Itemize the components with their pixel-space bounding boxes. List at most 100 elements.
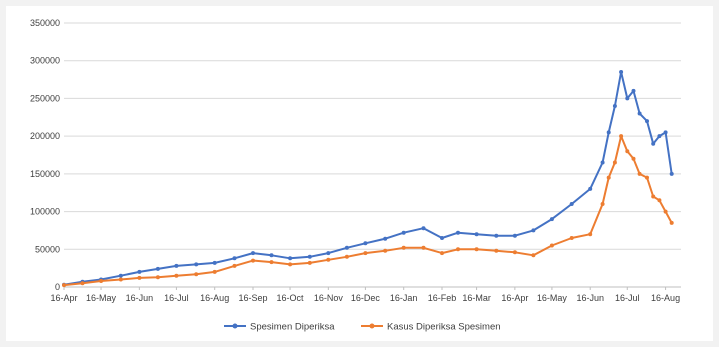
data-point (440, 251, 444, 256)
data-point (531, 228, 536, 233)
y-tick-label: 100000 (30, 207, 60, 217)
data-point (474, 247, 479, 252)
data-point (619, 70, 624, 74)
data-point (606, 175, 611, 180)
data-point (326, 257, 331, 262)
data-point (619, 134, 624, 139)
data-point (549, 217, 554, 222)
data-point (512, 233, 517, 238)
data-point (625, 96, 630, 101)
data-point (174, 263, 179, 268)
data-point (363, 241, 368, 246)
data-point (600, 160, 605, 165)
data-point (118, 273, 123, 278)
x-tick-label: 16-Sep (238, 293, 267, 303)
data-point (512, 250, 517, 255)
x-tick-label: 16-Mar (462, 293, 491, 303)
data-point (657, 134, 662, 139)
data-point (288, 262, 293, 267)
data-point (669, 220, 674, 225)
data-point (401, 230, 406, 235)
data-point (174, 273, 179, 278)
data-point (212, 269, 217, 274)
x-tick-label: 16-Apr (501, 293, 528, 303)
y-tick-label: 200000 (30, 131, 60, 141)
x-tick-label: 16-May (537, 293, 568, 303)
data-point (606, 130, 611, 135)
x-tick-label: 16-Jul (164, 293, 189, 303)
data-point (383, 248, 388, 253)
x-tick-label: 16-Apr (50, 293, 77, 303)
data-point (80, 281, 85, 286)
data-point (588, 186, 593, 191)
data-point (137, 275, 142, 280)
data-point (474, 232, 479, 237)
data-point (651, 194, 656, 199)
data-point (494, 233, 499, 238)
data-point (494, 248, 499, 253)
data-point (549, 243, 554, 248)
data-point (651, 141, 656, 146)
data-point (663, 209, 668, 214)
data-point (401, 245, 406, 250)
x-tick-label: 16-Feb (428, 293, 457, 303)
data-point (62, 283, 66, 288)
data-point (631, 88, 636, 93)
data-point (307, 254, 312, 259)
data-point (637, 171, 642, 176)
x-tick-label: 16-Oct (277, 293, 305, 303)
data-point (99, 279, 104, 283)
legend-marker-1 (232, 323, 238, 329)
data-point (637, 111, 642, 116)
data-point (657, 198, 662, 203)
legend-label-1: Spesimen Diperiksa (250, 322, 335, 333)
data-point (569, 202, 574, 206)
x-tick-label: 16-Jan (390, 293, 418, 303)
data-point (194, 262, 199, 267)
data-point (421, 226, 426, 231)
data-point (645, 175, 649, 180)
data-point (669, 171, 674, 176)
data-point (307, 260, 312, 265)
data-point (383, 236, 388, 241)
data-point (251, 258, 255, 263)
legend-marker-2 (369, 323, 375, 329)
data-point (155, 275, 160, 280)
y-tick-label: 300000 (30, 56, 60, 66)
data-point (344, 254, 349, 259)
data-point (194, 272, 199, 277)
data-point (456, 247, 460, 252)
data-point (569, 236, 574, 240)
series-line-2 (63, 135, 673, 287)
data-point (588, 232, 593, 237)
legend-label-2: Kasus Diperiksa Spesimen (387, 322, 501, 333)
data-point (288, 256, 293, 261)
data-point (251, 251, 255, 256)
data-point (600, 202, 605, 206)
chart-frame: 0 50000 100000 150000 200000 250000 300000 3500… (6, 6, 713, 341)
x-tick-label: 16-Aug (200, 293, 229, 303)
data-point (625, 149, 630, 154)
data-point (232, 256, 237, 261)
x-tick-label: 16-Aug (651, 293, 680, 303)
data-point (612, 104, 617, 108)
data-point (531, 253, 536, 258)
x-tick-label: 16-May (86, 293, 117, 303)
data-point (232, 263, 237, 268)
data-point (421, 245, 426, 250)
y-tick-label: 0 (55, 282, 60, 292)
data-point (155, 266, 160, 271)
x-tick-label: 16-Nov (314, 293, 344, 303)
x-tick-label: 16-Jun (576, 293, 604, 303)
y-tick-label: 350000 (30, 18, 60, 28)
y-tick-label: 250000 (30, 93, 60, 103)
data-point (440, 236, 444, 240)
data-point (456, 230, 460, 235)
x-tick-label: 16-Jun (126, 293, 154, 303)
data-point (137, 269, 142, 274)
data-point (212, 260, 217, 265)
data-point (612, 160, 617, 165)
x-tick-label: 16-Dec (351, 293, 381, 303)
data-point (363, 251, 368, 256)
data-point (344, 245, 349, 250)
